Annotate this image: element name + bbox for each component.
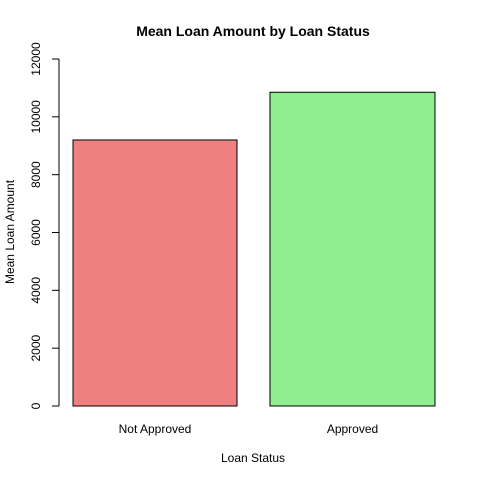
x-tick-labels: Not Approved Approved	[119, 422, 379, 436]
bar-approved	[269, 91, 436, 407]
y-tick-label: 4000	[29, 277, 43, 304]
y-tick-label: 8000	[29, 161, 43, 188]
y-tick-label: 10000	[29, 100, 43, 134]
bar-not-approved	[72, 139, 238, 407]
x-axis-label: Loan Status	[221, 451, 285, 465]
bars	[72, 91, 436, 407]
y-tick-label: 0	[29, 402, 43, 409]
y-axis: 0 2000 4000 6000 8000 10000 12000	[29, 42, 60, 409]
y-tick-label: 6000	[29, 219, 43, 246]
chart-title: Mean Loan Amount by Loan Status	[136, 23, 370, 39]
y-axis-label: Mean Loan Amount	[3, 179, 17, 284]
x-tick-label: Approved	[327, 422, 378, 436]
y-tick-label: 12000	[29, 42, 43, 76]
y-tick-label: 2000	[29, 334, 43, 361]
x-tick-label: Not Approved	[119, 422, 192, 436]
